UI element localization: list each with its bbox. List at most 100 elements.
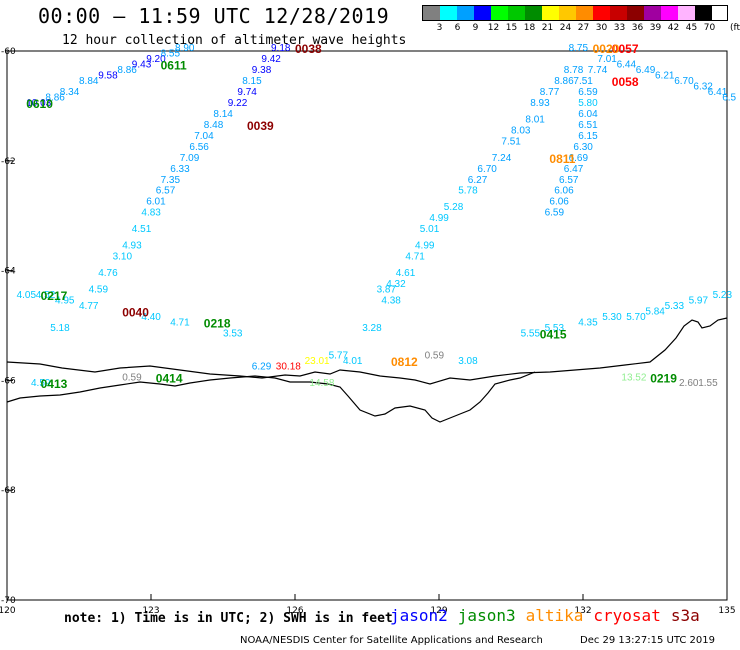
wave-height-value: 9.22 bbox=[228, 98, 248, 109]
x-tick-label: 132 bbox=[574, 606, 591, 616]
satellite-altika: altika bbox=[525, 606, 584, 625]
legend-label: 3 bbox=[436, 23, 443, 33]
y-tick-label: -64 bbox=[1, 267, 16, 277]
wave-height-value: 10.03 bbox=[26, 98, 51, 109]
wave-height-value: 7.74 bbox=[588, 65, 608, 76]
wave-height-value: 6.01 bbox=[146, 197, 166, 208]
wave-height-value: 8.78 bbox=[564, 65, 584, 76]
wave-height-value: 9.74 bbox=[237, 87, 257, 98]
pass-time-label: 0610 bbox=[26, 97, 53, 111]
pass-time-label: 0040 bbox=[122, 306, 149, 320]
legend-label: 42 bbox=[667, 23, 680, 33]
wave-height-value: 4.99 bbox=[429, 213, 449, 224]
pass-time-label: 0058 bbox=[612, 75, 639, 89]
legend-swatch bbox=[457, 6, 474, 20]
wave-height-value: 8.15 bbox=[242, 76, 262, 87]
pass-time-label: 0811 bbox=[549, 152, 575, 166]
wave-height-value: 7.04 bbox=[194, 131, 214, 142]
wave-height-value: 6.33 bbox=[170, 164, 190, 175]
y-tick-label: -66 bbox=[1, 376, 16, 386]
legend-label: 36 bbox=[631, 23, 644, 33]
legend-label: 18 bbox=[523, 23, 536, 33]
legend-swatch bbox=[542, 6, 559, 20]
wave-height-value: 6.59 bbox=[545, 208, 565, 219]
wave-height-value: 6.69 bbox=[569, 153, 589, 164]
legend-label: 70 bbox=[703, 23, 716, 33]
wave-height-value: 5.78 bbox=[458, 186, 478, 197]
wave-height-value: 8.86 bbox=[45, 92, 65, 103]
wave-height-value: 4.93 bbox=[122, 241, 142, 252]
legend-label: 6 bbox=[454, 23, 461, 33]
wave-height-value: 4.95 bbox=[55, 296, 75, 307]
pass-time-label: 0057 bbox=[612, 42, 639, 56]
wave-height-value: 7.24 bbox=[492, 153, 512, 164]
wave-height-value: 4.83 bbox=[141, 208, 161, 219]
wave-height-value: 4.51 bbox=[132, 224, 152, 235]
wave-height-value: 6.47 bbox=[564, 164, 584, 175]
pass-time-label: 0415 bbox=[540, 327, 567, 341]
wave-height-value: 7.51 bbox=[573, 76, 593, 87]
wave-height-value: 4.77 bbox=[79, 301, 99, 312]
wave-height-value: 6.29 bbox=[252, 361, 272, 372]
wave-height-value: 6.06 bbox=[549, 197, 569, 208]
wave-height-value: 4.05 bbox=[17, 290, 37, 301]
wave-height-value: 6.49 bbox=[636, 65, 656, 76]
legend-swatch bbox=[440, 6, 457, 20]
wave-height-value: 3.10 bbox=[113, 252, 133, 263]
wave-height-value: 4.71 bbox=[170, 318, 190, 329]
wave-height-value: 5.28 bbox=[444, 202, 464, 213]
wave-height-value: 23.01 bbox=[305, 356, 330, 367]
wave-height-value: 6.32 bbox=[693, 81, 713, 92]
legend-color-bar bbox=[422, 5, 728, 21]
axis-ticks: 120 123 126 129 132 135 -60 -62 -64 -66 -68 -70 bbox=[0, 47, 736, 616]
wave-height-value: 5.18 bbox=[50, 323, 70, 334]
satellite-legend: jason2 jason3 altika cryosat s3a bbox=[390, 606, 710, 625]
wave-height-value: 5.33 bbox=[665, 301, 685, 312]
wave-height-value: 8.75 bbox=[569, 43, 589, 54]
pass-time-label: 0414 bbox=[156, 371, 183, 385]
y-tick-label: -62 bbox=[1, 157, 16, 167]
wave-height-value: 2.60 bbox=[679, 378, 699, 389]
wave-height-value: 8.48 bbox=[204, 120, 224, 131]
legend-swatch bbox=[695, 6, 712, 20]
wave-height-value: 9.58 bbox=[98, 70, 118, 81]
pass-time-label: 0020 bbox=[593, 42, 620, 56]
wave-height-value: 4.01 bbox=[343, 356, 363, 367]
wave-height-value: 4.76 bbox=[98, 268, 118, 279]
legend-label: 27 bbox=[577, 23, 590, 33]
legend-label: 45 bbox=[685, 23, 698, 33]
wave-height-value: 9.43 bbox=[132, 59, 152, 70]
x-tick-label: 129 bbox=[430, 606, 447, 616]
wave-height-value: 5.53 bbox=[545, 323, 565, 334]
satellite-s3a: s3a bbox=[670, 606, 700, 625]
legend-label: 12 bbox=[487, 23, 500, 33]
wave-height-value: 13.52 bbox=[621, 372, 646, 383]
wave-height-value: 3.08 bbox=[458, 356, 478, 367]
wave-height-value: 5.30 bbox=[602, 312, 622, 323]
wave-height-value: 6.59 bbox=[578, 87, 598, 98]
y-tick-label: -60 bbox=[1, 47, 16, 57]
wave-height-value: 6.57 bbox=[156, 186, 176, 197]
pass-time-label: 0812 bbox=[391, 355, 418, 369]
wave-height-value: 8.84 bbox=[79, 76, 99, 87]
legend-swatch bbox=[627, 6, 644, 20]
wave-height-value: 6.70 bbox=[477, 164, 497, 175]
legend-swatch bbox=[474, 6, 491, 20]
wave-height-value: 7.01 bbox=[597, 54, 617, 65]
satellite-jason2: jason2 bbox=[390, 606, 448, 625]
wave-height-value: 7.35 bbox=[161, 175, 181, 186]
wave-height-value: 9.20 bbox=[146, 54, 166, 65]
wave-height-value: 4.61 bbox=[396, 268, 416, 279]
credit-line: NOAA/NESDIS Center for Satellite Applica… bbox=[240, 635, 543, 646]
wave-height-value: 1.55 bbox=[698, 378, 718, 389]
wave-height-value: 5.80 bbox=[578, 98, 598, 109]
legend-label: 30 bbox=[595, 23, 608, 33]
wave-height-value: 3.53 bbox=[223, 328, 243, 339]
coastline bbox=[6, 317, 728, 385]
wave-height-value: 4.71 bbox=[405, 252, 425, 263]
wave-height-value: 8.55 bbox=[161, 48, 181, 59]
pass-time-label: 0039 bbox=[247, 119, 274, 133]
